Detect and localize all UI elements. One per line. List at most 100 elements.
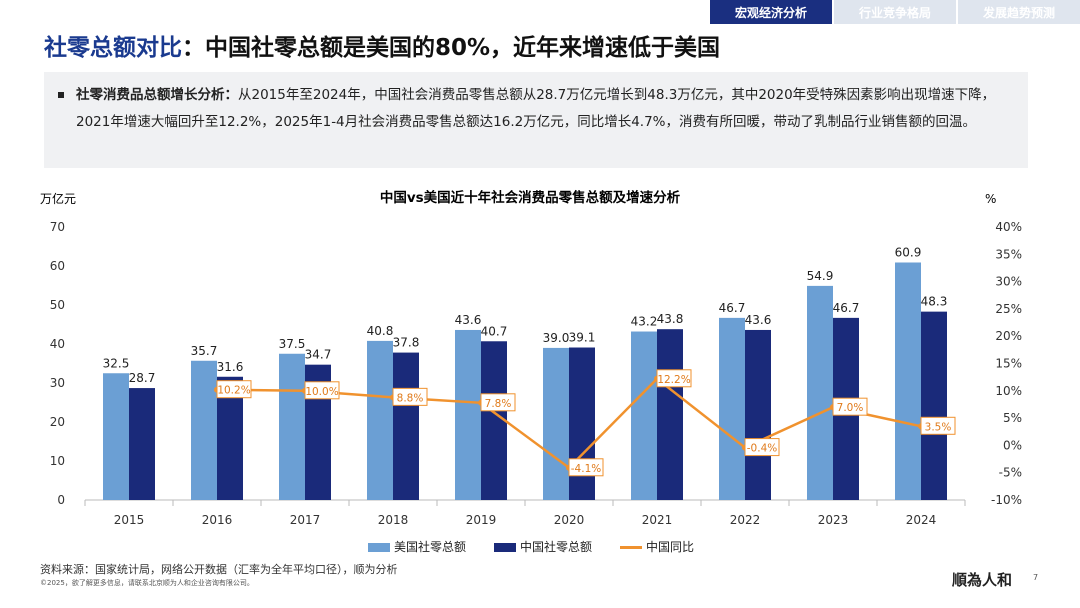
bullet-icon xyxy=(58,92,64,98)
bar-us xyxy=(719,317,745,500)
legend-china: 中国社零总额 xyxy=(494,538,592,555)
bar-label: 39.1 xyxy=(569,331,596,345)
bar-label: 46.7 xyxy=(719,301,746,315)
tab-trends[interactable]: 发展趋势预测 xyxy=(958,0,1080,24)
tab-competition[interactable]: 行业竞争格局 xyxy=(834,0,956,24)
y2-tick-label: 40% xyxy=(995,220,1022,234)
legend-us: 美国社零总额 xyxy=(368,538,466,555)
y-tick-label: 20 xyxy=(50,415,65,429)
bar-label: 48.3 xyxy=(921,295,948,309)
bar-china xyxy=(481,341,507,500)
chart-title: 中国vs美国近十年社会消费品零售总额及增速分析 xyxy=(380,189,681,206)
y2-tick-label: 10% xyxy=(995,384,1022,398)
legend-growth: 中国同比 xyxy=(620,538,694,555)
bar-us xyxy=(191,360,217,500)
y-tick-label: 30 xyxy=(50,376,65,390)
bar-us xyxy=(895,262,921,500)
growth-label-box xyxy=(568,458,604,477)
bar-label: 46.7 xyxy=(833,301,860,315)
bar-china xyxy=(921,311,947,500)
growth-label: 8.8% xyxy=(397,392,424,404)
summary-text: 从2015年至2024年，中国社会消费品零售总额从28.7万亿元增长到48.3万… xyxy=(76,87,996,130)
copyright: ©2025，欲了解更多信息，请联系北京顺为人和企业咨询有限公司。 xyxy=(40,579,254,587)
bar-china xyxy=(657,329,683,500)
y2-tick-label: -10% xyxy=(991,493,1022,507)
title-rest: ：中国社零总额是美国的80%，近年来增速低于美国 xyxy=(182,35,721,61)
bar-label: 37.8 xyxy=(393,336,420,350)
y2-tick-label: 15% xyxy=(995,357,1022,371)
nav-tabs: 宏观经济分析 行业竞争格局 发展趋势预测 xyxy=(708,0,1080,24)
bar-label: 43.6 xyxy=(745,313,772,327)
y-axis-label: 万亿元 xyxy=(40,191,76,206)
x-tick-label: 2015 xyxy=(114,513,145,527)
growth-label-box xyxy=(304,381,340,400)
x-tick-label: 2021 xyxy=(642,513,673,527)
x-tick-label: 2016 xyxy=(202,513,233,527)
x-tick-label: 2024 xyxy=(906,513,937,527)
title-highlight: 社零总额对比 xyxy=(44,35,182,61)
bar-label: 39.0 xyxy=(543,331,570,345)
y-tick-label: 60 xyxy=(50,259,65,273)
page-title: 社零总额对比：中国社零总额是美国的80%，近年来增速低于美国 xyxy=(44,28,720,62)
y2-tick-label: -5% xyxy=(999,466,1022,480)
growth-label: -4.1% xyxy=(571,463,601,475)
summary-label: 社零消费品总额增长分析： xyxy=(76,87,238,103)
growth-label-box xyxy=(480,393,516,412)
growth-label-box xyxy=(744,438,780,457)
bar-label: 35.7 xyxy=(191,344,218,358)
y2-tick-label: 25% xyxy=(995,302,1022,316)
growth-label-box xyxy=(392,387,428,406)
growth-label-box xyxy=(920,416,956,435)
growth-label: 3.5% xyxy=(925,421,952,433)
x-tick-label: 2020 xyxy=(554,513,585,527)
bar-label: 40.8 xyxy=(367,324,394,338)
source-note: 资料来源：国家统计局，网络公开数据（汇率为全年平均口径），顺为分析 xyxy=(40,563,398,576)
x-tick-label: 2018 xyxy=(378,513,409,527)
bar-label: 54.9 xyxy=(807,269,834,283)
y2-tick-label: 35% xyxy=(995,247,1022,261)
y-tick-label: 0 xyxy=(57,493,65,507)
y-tick-label: 70 xyxy=(50,220,65,234)
growth-label: 7.0% xyxy=(837,402,864,414)
x-tick-label: 2022 xyxy=(730,513,761,527)
y-tick-label: 10 xyxy=(50,454,65,468)
summary-box: 社零消费品总额增长分析：从2015年至2024年，中国社会消费品零售总额从28.… xyxy=(44,72,1028,168)
bar-label: 43.6 xyxy=(455,313,482,327)
y-tick-label: 50 xyxy=(50,298,65,312)
bar-china xyxy=(745,329,771,500)
bar-label: 31.6 xyxy=(217,360,244,374)
growth-label: 12.2% xyxy=(657,374,690,386)
y2-tick-label: 5% xyxy=(1003,411,1022,425)
x-tick-label: 2019 xyxy=(466,513,497,527)
bar-us xyxy=(103,373,129,500)
growth-label-box xyxy=(216,380,252,399)
bar-label: 40.7 xyxy=(481,324,508,338)
bar-label: 37.5 xyxy=(279,337,306,351)
bar-label: 34.7 xyxy=(305,348,332,362)
legend: 美国社零总额 中国社零总额 中国同比 xyxy=(368,538,694,555)
bar-us xyxy=(807,285,833,500)
y2-tick-label: 0% xyxy=(1003,438,1022,452)
growth-label-box xyxy=(832,397,868,416)
x-tick-label: 2023 xyxy=(818,513,849,527)
y2-tick-label: 20% xyxy=(995,329,1022,343)
bar-label: 43.8 xyxy=(657,312,684,326)
tab-macro[interactable]: 宏观经济分析 xyxy=(710,0,832,24)
bar-label: 32.5 xyxy=(103,356,130,370)
bar-label: 28.7 xyxy=(129,371,156,385)
bar-china xyxy=(569,347,595,500)
bar-us xyxy=(367,340,393,500)
bar-us xyxy=(279,353,305,500)
y2-axis-label: % xyxy=(985,192,996,206)
bar-us xyxy=(455,329,481,500)
bar-china xyxy=(129,388,155,500)
bar-label: 43.2 xyxy=(631,315,658,329)
growth-label: 10.0% xyxy=(305,386,338,398)
growth-label: 7.8% xyxy=(485,398,512,410)
y-tick-label: 40 xyxy=(50,337,65,351)
logo: 順為人和 xyxy=(952,571,1013,589)
bar-label: 60.9 xyxy=(895,245,922,259)
growth-label: 10.2% xyxy=(217,385,250,397)
bar-us xyxy=(631,331,657,500)
